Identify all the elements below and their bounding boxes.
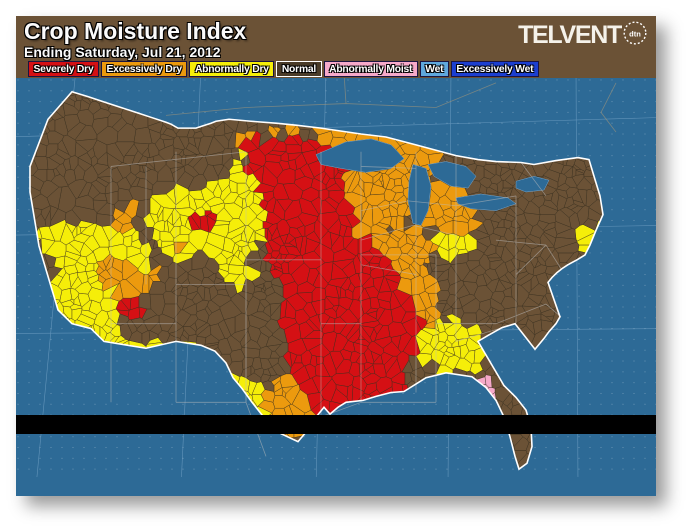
svg-text:dtn: dtn xyxy=(629,30,641,39)
